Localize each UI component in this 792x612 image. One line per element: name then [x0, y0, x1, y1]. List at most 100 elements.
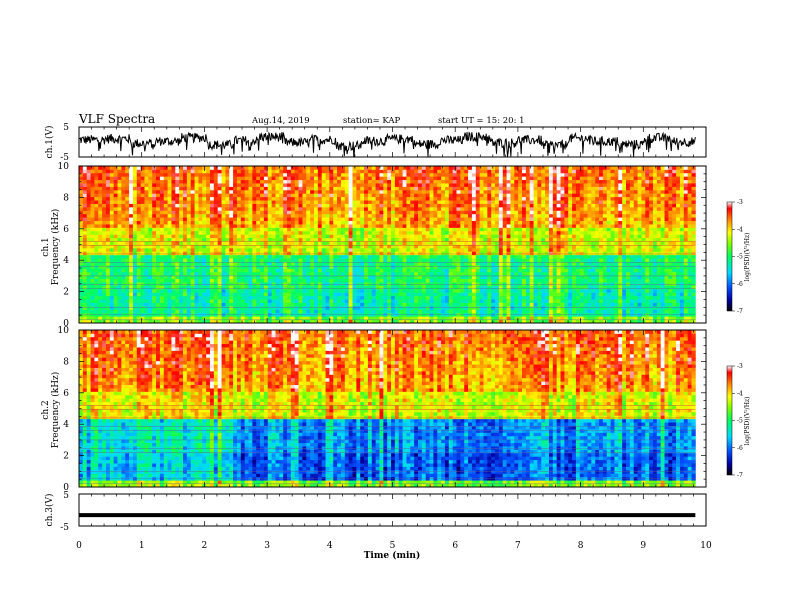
spectrogram-cell — [391, 264, 396, 269]
spectrogram-cell — [545, 305, 550, 310]
spectrogram-cell — [583, 261, 588, 266]
spectrogram-cell — [186, 261, 192, 266]
spectrogram-cell — [394, 258, 400, 262]
spectrogram-cell — [256, 319, 261, 324]
spectrogram-cell — [668, 244, 673, 249]
spectrogram-cell — [213, 247, 219, 252]
spectrogram-cell — [468, 251, 473, 256]
spectrogram-cell — [491, 299, 496, 303]
spectrogram-cell — [344, 312, 350, 317]
spectrogram-cell — [479, 224, 484, 228]
spectrogram-cell — [263, 282, 269, 286]
spectrogram-cell — [441, 230, 446, 235]
spectrogram-cell — [194, 285, 199, 290]
spectrogram-cell — [310, 275, 315, 280]
spectrogram-cell — [198, 227, 203, 232]
spectrogram-cell — [421, 241, 427, 245]
spectrogram-cell — [171, 275, 176, 280]
spectrogram-cell — [502, 244, 507, 249]
spectrogram-cell — [568, 302, 573, 307]
spectrogram-cell — [248, 295, 253, 300]
spectrogram-cell — [148, 264, 153, 269]
spectrogram-cell — [125, 302, 130, 307]
spectrogram-cell — [163, 230, 168, 235]
spectrogram-cell — [298, 275, 303, 280]
spectrogram-cell — [537, 282, 542, 286]
spectrogram-cell — [560, 312, 565, 317]
spectrogram-cell — [522, 234, 527, 239]
spectrogram-cell — [479, 299, 484, 303]
spectrogram-cell — [125, 299, 130, 303]
spectrogram-cell — [344, 217, 350, 222]
spectrogram-cell — [179, 278, 184, 283]
spectrogram-cell — [441, 275, 446, 280]
spectrogram-cell — [94, 217, 99, 222]
spectrogram-cell — [460, 251, 465, 256]
spectrogram-cell — [206, 220, 211, 225]
spectrogram-cell — [298, 278, 303, 283]
spectrogram-cell — [190, 247, 195, 252]
spectrogram-cell — [533, 312, 538, 317]
spectrogram-cell — [229, 275, 234, 280]
spectrogram-cell — [221, 234, 226, 239]
spectrogram-cell — [109, 285, 115, 290]
spectrogram-cell — [98, 244, 103, 249]
spectrogram-cell — [340, 288, 346, 293]
spectrogram-cell — [522, 247, 527, 252]
spectrogram-cell — [260, 312, 265, 317]
spectrogram-cell — [533, 275, 538, 280]
spectrogram-cell — [537, 309, 542, 314]
spectrogram-cell — [495, 275, 500, 280]
spectrogram-cell — [348, 230, 353, 235]
spectrogram-cell — [229, 312, 234, 317]
spectrogram-cell — [209, 241, 215, 245]
spectrogram-cell — [98, 316, 103, 320]
spectrogram-cell — [452, 237, 457, 242]
spectrogram-cell — [194, 234, 199, 239]
spectrogram-cell — [398, 254, 403, 259]
spectrogram-cell — [425, 305, 430, 310]
spectrogram-cell — [664, 261, 669, 266]
spectrogram-cell — [105, 288, 111, 293]
spectrogram-cell — [256, 234, 261, 239]
spectrogram-cell — [233, 285, 238, 290]
spectrogram-cell — [602, 227, 608, 232]
spectrogram-cell — [529, 285, 534, 290]
spectrogram-cell — [260, 295, 265, 300]
spectrogram-cell — [591, 234, 596, 239]
spectrogram-cell — [121, 254, 126, 259]
spectrogram-cell — [186, 285, 192, 290]
spectrogram-cell — [152, 220, 157, 225]
spectrogram-cell — [352, 230, 357, 235]
spectrogram-cell — [340, 241, 346, 245]
spectrogram-cell — [510, 261, 515, 266]
spectrogram-cell — [313, 288, 319, 293]
spectrogram-cell — [379, 309, 384, 314]
spectrogram-cell — [360, 258, 365, 262]
spectrogram-cell — [375, 282, 380, 286]
spectrogram-cell — [202, 244, 207, 249]
spectrogram-cell — [213, 224, 219, 228]
spectrogram-cell — [683, 237, 689, 242]
spectrogram-cell — [206, 234, 211, 239]
spectrogram-cell — [256, 241, 261, 245]
spectrogram-cell — [202, 312, 207, 317]
spectrogram-cell — [656, 302, 662, 307]
spectrogram-cell — [206, 217, 211, 222]
spectrogram-cell — [518, 258, 523, 262]
spectrogram-cell — [105, 264, 111, 269]
spectrogram-cell — [522, 309, 527, 314]
spectrogram-cell — [498, 275, 504, 280]
spectrogram-cell — [283, 299, 288, 303]
spectrogram-cell — [248, 241, 253, 245]
spectrogram-cell — [202, 275, 207, 280]
spectrogram-cell — [687, 316, 692, 320]
spectrogram-cell — [125, 268, 130, 273]
spectrogram-cell — [344, 261, 350, 266]
spectrogram-cell — [537, 247, 542, 252]
spectrogram-cell — [599, 278, 604, 283]
spectrogram-cell — [599, 258, 604, 262]
spectrogram-cell — [533, 224, 538, 228]
spectrogram-cell — [275, 288, 280, 293]
spectrogram-cell — [94, 271, 99, 276]
